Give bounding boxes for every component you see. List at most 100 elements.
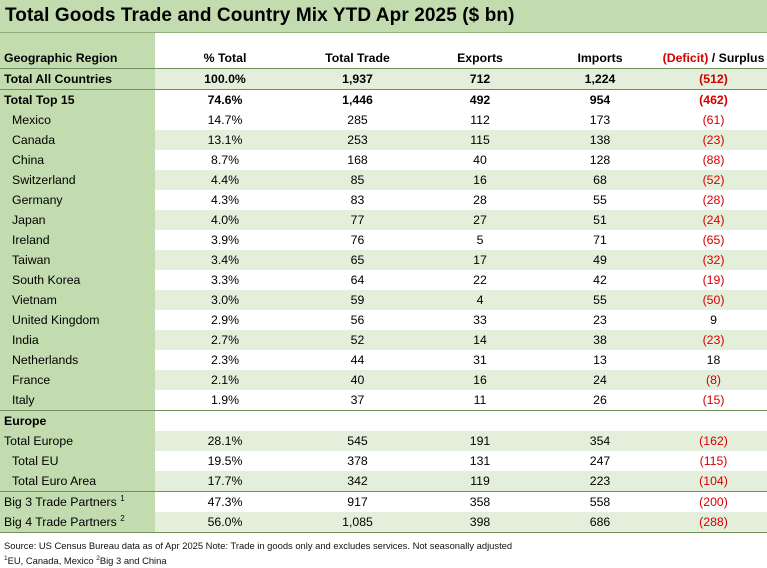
exports-cell: 31 <box>473 353 487 367</box>
pct-cell: 2.3% <box>210 353 240 367</box>
pct-cell: 2.7% <box>155 330 295 350</box>
region-cell: Total Top 15 <box>0 89 155 110</box>
pct-cell: 3.4% <box>155 250 295 270</box>
exports-cell: 16 <box>420 370 540 390</box>
balance-cell: (8) <box>660 370 767 390</box>
trade-cell: 1,085 <box>295 512 420 533</box>
pct-cell: 1.9% <box>155 390 295 411</box>
region-cell: China <box>0 150 155 170</box>
source-note: Source: US Census Bureau data as of Apr … <box>4 540 513 551</box>
region-cell: Japan <box>0 210 155 230</box>
region-cell: Italy <box>0 390 155 411</box>
region-label: Vietnam <box>12 293 57 307</box>
exports-cell: 112 <box>470 113 490 127</box>
imports-cell: 55 <box>593 193 607 207</box>
imports-cell: 42 <box>593 273 607 287</box>
region-cell: Netherlands <box>0 350 155 370</box>
trade-table-body: Geographic Region % Total Total Trade Ex… <box>0 48 767 533</box>
pct-cell: 3.9% <box>210 233 240 247</box>
empty-cell <box>540 411 660 432</box>
pct-cell: 28.1% <box>155 431 295 451</box>
balance-cell: (462) <box>699 93 728 107</box>
country-row: China 8.7% 168 40 128 (88) <box>0 150 767 170</box>
region-label: France <box>12 373 51 387</box>
region-cell: South Korea <box>0 270 155 290</box>
imports-cell: 138 <box>540 130 660 150</box>
imports-cell: 173 <box>589 113 611 127</box>
region-label: Germany <box>12 193 63 207</box>
region-cell: Germany <box>0 190 155 210</box>
balance-cell: (19) <box>702 273 725 287</box>
region-label: South Korea <box>12 273 81 287</box>
region-label: India <box>12 333 39 347</box>
region-label: Taiwan <box>12 253 51 267</box>
header-pct: % Total <box>203 51 247 65</box>
balance-cell: (23) <box>660 130 767 150</box>
empty-cell <box>660 411 767 432</box>
imports-cell: 558 <box>540 491 660 512</box>
region-cell: United Kingdom <box>0 310 155 330</box>
imports-cell: 24 <box>540 370 660 390</box>
exports-cell: 119 <box>420 471 540 492</box>
pct-cell: 14.7% <box>207 113 243 127</box>
region-label: Italy <box>12 393 35 407</box>
empty-cell <box>295 411 420 432</box>
footnote-1-marker: 1 <box>4 554 8 562</box>
imports-cell: 26 <box>540 390 660 411</box>
region-label: Total All Countries <box>4 72 112 86</box>
trade-cell: 64 <box>350 273 365 287</box>
header-deficit: (Deficit) <box>662 51 709 65</box>
trade-table: Geographic Region % Total Total Trade Ex… <box>0 48 767 533</box>
balance-cell: (200) <box>660 491 767 512</box>
header-spacer <box>0 33 767 48</box>
total-all-row: Total All Countries 100.0% 1,937 712 1,224 (5… <box>0 68 767 90</box>
imports-cell: 13 <box>593 353 607 367</box>
page-title: Total Goods Trade and Country Mix YTD Ap… <box>5 5 515 26</box>
exports-cell: 358 <box>420 491 540 512</box>
trade-cell: 40 <box>295 370 420 390</box>
balance-cell: (115) <box>699 454 728 468</box>
trade-cell: 77 <box>295 210 420 230</box>
region-label: Switzerland <box>12 173 76 187</box>
pct-cell: 2.9% <box>210 313 240 327</box>
exports-cell: 5 <box>476 233 484 247</box>
balance-cell: 18 <box>706 353 721 367</box>
balance-cell: (50) <box>660 290 767 310</box>
trade-cell: 285 <box>347 113 368 127</box>
imports-cell: 954 <box>589 93 611 107</box>
region-label: Total Euro Area <box>12 474 97 488</box>
region-cell: France <box>0 370 155 390</box>
region-cell: India <box>0 330 155 350</box>
pct-cell: 3.0% <box>155 290 295 310</box>
country-row: Ireland 3.9% 76 5 71 (65) <box>0 230 767 250</box>
pct-cell: 4.4% <box>155 170 295 190</box>
header-row: Geographic Region % Total Total Trade Ex… <box>0 48 767 69</box>
balance-cell: (15) <box>660 390 767 411</box>
region-label: Netherlands <box>12 353 79 367</box>
country-row: France 2.1% 40 16 24 (8) <box>0 370 767 390</box>
country-row: Japan 4.0% 77 27 51 (24) <box>0 210 767 230</box>
region-cell: Switzerland <box>0 170 155 190</box>
europe-row: Total Europe 28.1% 545 191 354 (162) <box>0 431 767 451</box>
region-label: Canada <box>12 133 56 147</box>
europe-header-row: Europe <box>0 410 767 432</box>
trade-cell: 85 <box>295 170 420 190</box>
country-row: United Kingdom 2.9% 56 33 23 9 <box>0 310 767 330</box>
balance-cell: (88) <box>702 153 725 167</box>
country-row: Germany 4.3% 83 28 55 (28) <box>0 190 767 210</box>
region-label: Big 4 Trade Partners <box>4 515 117 529</box>
balance-cell: (65) <box>702 233 725 247</box>
big-partners-row: Big 4 Trade Partners 2 56.0% 1,085 398 686 (2… <box>0 512 767 533</box>
pct-cell: 100.0% <box>155 68 295 90</box>
region-cell: Ireland <box>0 230 155 250</box>
imports-cell: 68 <box>540 170 660 190</box>
balance-cell: (24) <box>660 210 767 230</box>
exports-cell: 17 <box>420 250 540 270</box>
pct-cell: 19.5% <box>207 454 243 468</box>
empty-cell <box>420 411 540 432</box>
header-trade: Total Trade <box>325 51 390 65</box>
imports-cell: 23 <box>593 313 607 327</box>
country-row: Switzerland 4.4% 85 16 68 (52) <box>0 170 767 190</box>
exports-cell: 33 <box>473 313 487 327</box>
pct-cell: 4.3% <box>210 193 240 207</box>
